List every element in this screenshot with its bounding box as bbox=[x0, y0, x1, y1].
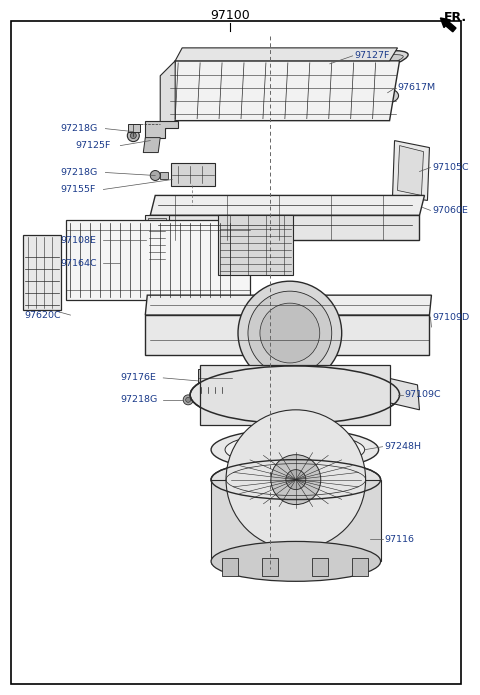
Bar bbox=[23, 236, 60, 310]
Bar bbox=[222, 558, 238, 576]
Polygon shape bbox=[160, 61, 175, 133]
Bar bbox=[262, 558, 278, 576]
FancyBboxPatch shape bbox=[171, 163, 215, 186]
Ellipse shape bbox=[377, 89, 398, 103]
Text: 97218G: 97218G bbox=[60, 168, 98, 177]
Text: 97127F: 97127F bbox=[355, 51, 390, 60]
Text: 97155F: 97155F bbox=[60, 185, 96, 194]
Circle shape bbox=[248, 291, 332, 375]
Polygon shape bbox=[211, 480, 381, 562]
Text: 97248H: 97248H bbox=[384, 442, 421, 451]
Circle shape bbox=[271, 455, 321, 505]
Text: 97617M: 97617M bbox=[397, 83, 436, 92]
Circle shape bbox=[183, 395, 193, 404]
Polygon shape bbox=[145, 295, 432, 315]
Text: 97620C: 97620C bbox=[24, 311, 61, 320]
Bar bbox=[145, 215, 169, 265]
Ellipse shape bbox=[220, 377, 370, 413]
Text: FR.: FR. bbox=[444, 11, 468, 24]
Circle shape bbox=[260, 303, 320, 363]
Circle shape bbox=[130, 133, 136, 138]
Bar bbox=[218, 215, 293, 275]
Polygon shape bbox=[150, 195, 424, 215]
Ellipse shape bbox=[211, 541, 381, 581]
Polygon shape bbox=[145, 121, 178, 138]
Text: 97100: 97100 bbox=[210, 10, 250, 22]
Text: 97164C: 97164C bbox=[60, 259, 97, 268]
Ellipse shape bbox=[236, 436, 354, 464]
Bar bbox=[312, 558, 328, 576]
Text: 97218G: 97218G bbox=[120, 395, 157, 404]
Polygon shape bbox=[200, 365, 390, 425]
Text: 97109D: 97109D bbox=[432, 313, 470, 322]
Polygon shape bbox=[144, 138, 160, 153]
Polygon shape bbox=[175, 48, 397, 61]
Polygon shape bbox=[145, 315, 430, 355]
Bar bbox=[352, 558, 368, 576]
Polygon shape bbox=[393, 140, 430, 200]
Ellipse shape bbox=[190, 366, 399, 424]
Bar bbox=[128, 124, 140, 131]
Polygon shape bbox=[168, 61, 399, 121]
Circle shape bbox=[238, 281, 342, 385]
Polygon shape bbox=[212, 475, 232, 564]
Polygon shape bbox=[150, 215, 420, 240]
Text: 97176E: 97176E bbox=[120, 373, 156, 382]
Ellipse shape bbox=[201, 371, 389, 419]
Polygon shape bbox=[387, 378, 420, 410]
Bar bbox=[198, 369, 232, 387]
Ellipse shape bbox=[281, 51, 408, 85]
Text: 97105C: 97105C bbox=[432, 163, 469, 172]
Text: 97109C: 97109C bbox=[405, 391, 441, 400]
Text: 97108E: 97108E bbox=[60, 236, 96, 245]
Ellipse shape bbox=[211, 429, 379, 471]
Ellipse shape bbox=[211, 459, 381, 500]
Bar bbox=[148, 218, 166, 262]
Ellipse shape bbox=[225, 433, 365, 466]
Circle shape bbox=[186, 398, 191, 402]
Text: 97060E: 97060E bbox=[432, 206, 468, 215]
Bar bbox=[160, 172, 168, 179]
Polygon shape bbox=[360, 475, 380, 564]
Circle shape bbox=[226, 410, 366, 550]
Text: 97218G: 97218G bbox=[60, 124, 98, 133]
Bar bbox=[65, 220, 250, 300]
FancyArrow shape bbox=[441, 18, 456, 32]
Text: 97116: 97116 bbox=[384, 535, 415, 544]
Polygon shape bbox=[397, 145, 423, 195]
Text: 97125F: 97125F bbox=[75, 141, 111, 150]
Ellipse shape bbox=[286, 55, 403, 83]
Circle shape bbox=[286, 470, 306, 489]
Circle shape bbox=[127, 130, 139, 142]
Circle shape bbox=[150, 170, 160, 181]
